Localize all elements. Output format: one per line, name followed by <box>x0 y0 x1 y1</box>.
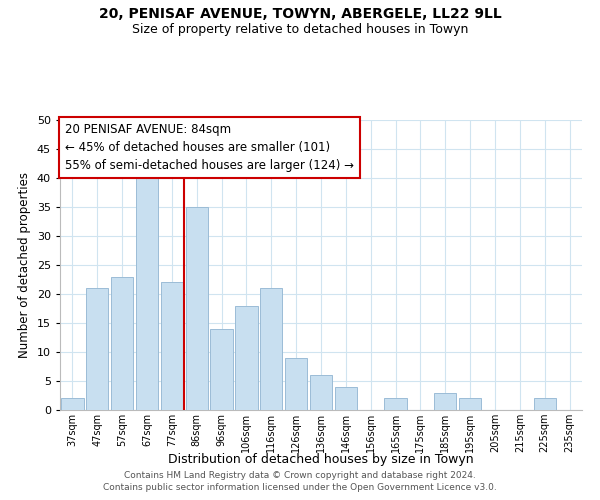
Bar <box>459 398 481 410</box>
Bar <box>161 282 183 410</box>
Text: 20 PENISAF AVENUE: 84sqm
← 45% of detached houses are smaller (101)
55% of semi-: 20 PENISAF AVENUE: 84sqm ← 45% of detach… <box>65 123 354 172</box>
Bar <box>86 288 109 410</box>
Bar <box>385 398 407 410</box>
Bar <box>285 358 307 410</box>
Bar <box>260 288 283 410</box>
Text: Size of property relative to detached houses in Towyn: Size of property relative to detached ho… <box>132 22 468 36</box>
Bar <box>235 306 257 410</box>
Text: Distribution of detached houses by size in Towyn: Distribution of detached houses by size … <box>168 452 474 466</box>
Bar <box>185 207 208 410</box>
Bar <box>335 387 357 410</box>
Bar <box>310 375 332 410</box>
Y-axis label: Number of detached properties: Number of detached properties <box>18 172 31 358</box>
Bar <box>211 329 233 410</box>
Text: 20, PENISAF AVENUE, TOWYN, ABERGELE, LL22 9LL: 20, PENISAF AVENUE, TOWYN, ABERGELE, LL2… <box>98 8 502 22</box>
Bar <box>111 276 133 410</box>
Bar <box>533 398 556 410</box>
Bar <box>136 178 158 410</box>
Bar <box>434 392 457 410</box>
Text: Contains HM Land Registry data © Crown copyright and database right 2024.
Contai: Contains HM Land Registry data © Crown c… <box>103 471 497 492</box>
Bar <box>61 398 83 410</box>
